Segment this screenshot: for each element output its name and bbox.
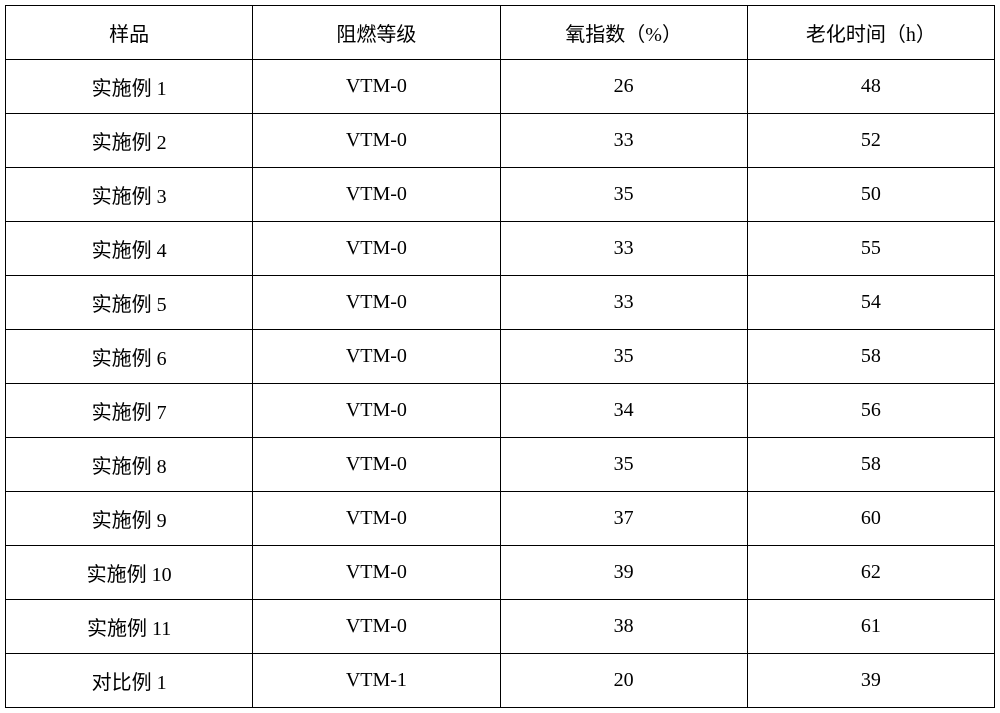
cell-oxygen-index: 35 (500, 438, 747, 492)
table-row: 实施例 9 VTM-0 37 60 (6, 492, 995, 546)
table-row: 实施例 4 VTM-0 33 55 (6, 222, 995, 276)
table-row: 实施例 10 VTM-0 39 62 (6, 546, 995, 600)
cell-flame-retardant: VTM-0 (253, 492, 500, 546)
cell-sample: 实施例 9 (6, 492, 253, 546)
cell-flame-retardant: VTM-0 (253, 600, 500, 654)
table-row: 实施例 8 VTM-0 35 58 (6, 438, 995, 492)
cell-flame-retardant: VTM-1 (253, 654, 500, 708)
cell-oxygen-index: 33 (500, 276, 747, 330)
cell-oxygen-index: 33 (500, 222, 747, 276)
header-aging-time: 老化时间（h） (747, 6, 994, 60)
cell-aging-time: 54 (747, 276, 994, 330)
table-row: 实施例 7 VTM-0 34 56 (6, 384, 995, 438)
cell-flame-retardant: VTM-0 (253, 276, 500, 330)
cell-sample: 实施例 6 (6, 330, 253, 384)
table-row: 对比例 1 VTM-1 20 39 (6, 654, 995, 708)
cell-aging-time: 61 (747, 600, 994, 654)
cell-aging-time: 50 (747, 168, 994, 222)
cell-aging-time: 39 (747, 654, 994, 708)
cell-aging-time: 62 (747, 546, 994, 600)
cell-aging-time: 52 (747, 114, 994, 168)
cell-flame-retardant: VTM-0 (253, 60, 500, 114)
cell-aging-time: 58 (747, 438, 994, 492)
cell-oxygen-index: 39 (500, 546, 747, 600)
header-oxygen-index: 氧指数（%） (500, 6, 747, 60)
cell-oxygen-index: 26 (500, 60, 747, 114)
cell-sample: 实施例 11 (6, 600, 253, 654)
cell-oxygen-index: 35 (500, 330, 747, 384)
header-row: 样品 阻燃等级 氧指数（%） 老化时间（h） (6, 6, 995, 60)
cell-flame-retardant: VTM-0 (253, 222, 500, 276)
cell-oxygen-index: 20 (500, 654, 747, 708)
cell-flame-retardant: VTM-0 (253, 438, 500, 492)
cell-flame-retardant: VTM-0 (253, 330, 500, 384)
data-table: 样品 阻燃等级 氧指数（%） 老化时间（h） 实施例 1 VTM-0 26 48… (5, 5, 995, 708)
table-row: 实施例 6 VTM-0 35 58 (6, 330, 995, 384)
table-body: 实施例 1 VTM-0 26 48 实施例 2 VTM-0 33 52 实施例 … (6, 60, 995, 708)
cell-aging-time: 56 (747, 384, 994, 438)
table-row: 实施例 1 VTM-0 26 48 (6, 60, 995, 114)
table-row: 实施例 5 VTM-0 33 54 (6, 276, 995, 330)
cell-oxygen-index: 35 (500, 168, 747, 222)
cell-sample: 实施例 3 (6, 168, 253, 222)
cell-oxygen-index: 37 (500, 492, 747, 546)
cell-flame-retardant: VTM-0 (253, 546, 500, 600)
cell-sample: 实施例 1 (6, 60, 253, 114)
cell-sample: 实施例 7 (6, 384, 253, 438)
table-row: 实施例 3 VTM-0 35 50 (6, 168, 995, 222)
header-flame-retardant: 阻燃等级 (253, 6, 500, 60)
cell-sample: 对比例 1 (6, 654, 253, 708)
cell-flame-retardant: VTM-0 (253, 168, 500, 222)
cell-aging-time: 48 (747, 60, 994, 114)
cell-sample: 实施例 4 (6, 222, 253, 276)
header-sample: 样品 (6, 6, 253, 60)
table-row: 实施例 11 VTM-0 38 61 (6, 600, 995, 654)
cell-sample: 实施例 5 (6, 276, 253, 330)
cell-sample: 实施例 10 (6, 546, 253, 600)
table-row: 实施例 2 VTM-0 33 52 (6, 114, 995, 168)
cell-oxygen-index: 33 (500, 114, 747, 168)
cell-sample: 实施例 8 (6, 438, 253, 492)
cell-aging-time: 55 (747, 222, 994, 276)
cell-flame-retardant: VTM-0 (253, 384, 500, 438)
cell-flame-retardant: VTM-0 (253, 114, 500, 168)
cell-oxygen-index: 38 (500, 600, 747, 654)
cell-oxygen-index: 34 (500, 384, 747, 438)
cell-aging-time: 60 (747, 492, 994, 546)
cell-aging-time: 58 (747, 330, 994, 384)
cell-sample: 实施例 2 (6, 114, 253, 168)
